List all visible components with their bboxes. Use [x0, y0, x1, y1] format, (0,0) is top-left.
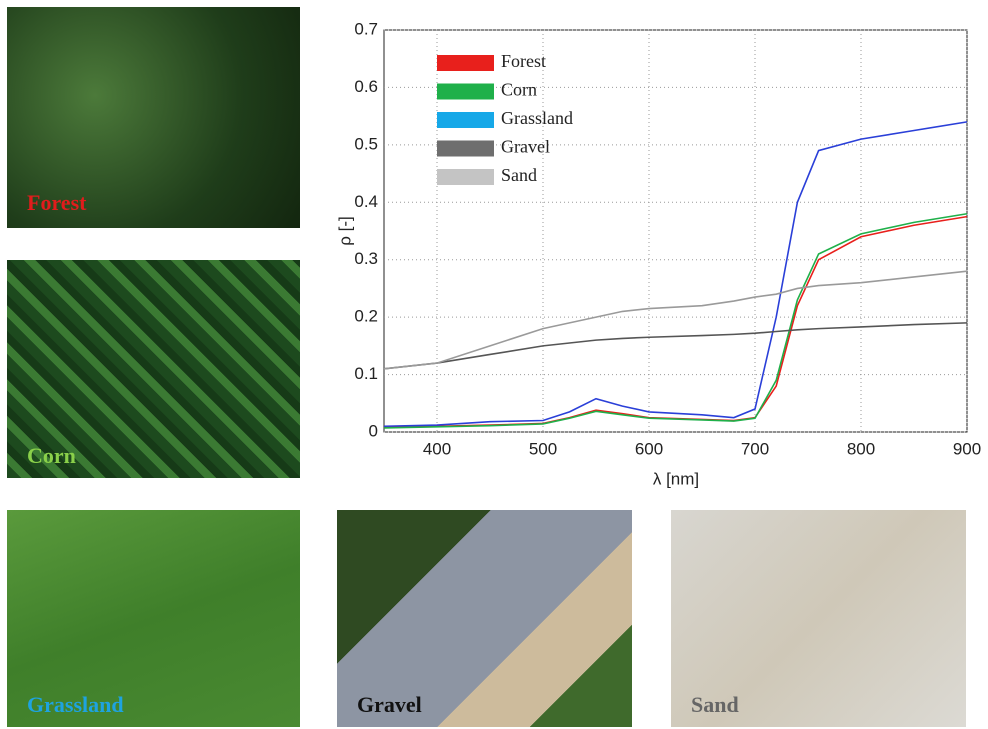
x-tick-label: 500: [529, 439, 557, 458]
legend-label: Gravel: [501, 137, 550, 157]
legend-label: Sand: [501, 165, 537, 185]
legend-swatch: [437, 141, 494, 157]
legend-label: Grassland: [501, 108, 573, 128]
legend-swatch: [437, 84, 494, 100]
legend-swatch: [437, 55, 494, 71]
y-tick-label: 0.3: [354, 249, 378, 268]
x-tick-label: 400: [423, 439, 451, 458]
y-axis-label: ρ [-]: [335, 216, 354, 246]
x-tick-label: 700: [741, 439, 769, 458]
y-tick-label: 0: [369, 421, 378, 440]
y-tick-label: 0.1: [354, 364, 378, 383]
x-tick-label: 600: [635, 439, 663, 458]
y-tick-label: 0.6: [354, 77, 378, 96]
y-tick-label: 0.7: [354, 19, 378, 38]
legend-swatch: [437, 112, 494, 128]
legend-label: Corn: [501, 80, 537, 100]
chart: λ [nm] ρ [-] 0 0.1 0.2 0.3 0.4 0.5 0.6 0.7 400 50…: [0, 0, 988, 729]
figure: Forest Corn Grassland Gravel Sand λ [nm]…: [0, 0, 988, 729]
x-tick-label: 900: [953, 439, 981, 458]
x-axis-label: λ [nm]: [653, 469, 699, 488]
x-tick-label: 800: [847, 439, 875, 458]
y-tick-label: 0.2: [354, 307, 378, 326]
y-tick-label: 0.5: [354, 134, 378, 153]
y-tick-label: 0.4: [354, 192, 378, 211]
legend-swatch: [437, 169, 494, 185]
legend-label: Forest: [501, 51, 546, 71]
